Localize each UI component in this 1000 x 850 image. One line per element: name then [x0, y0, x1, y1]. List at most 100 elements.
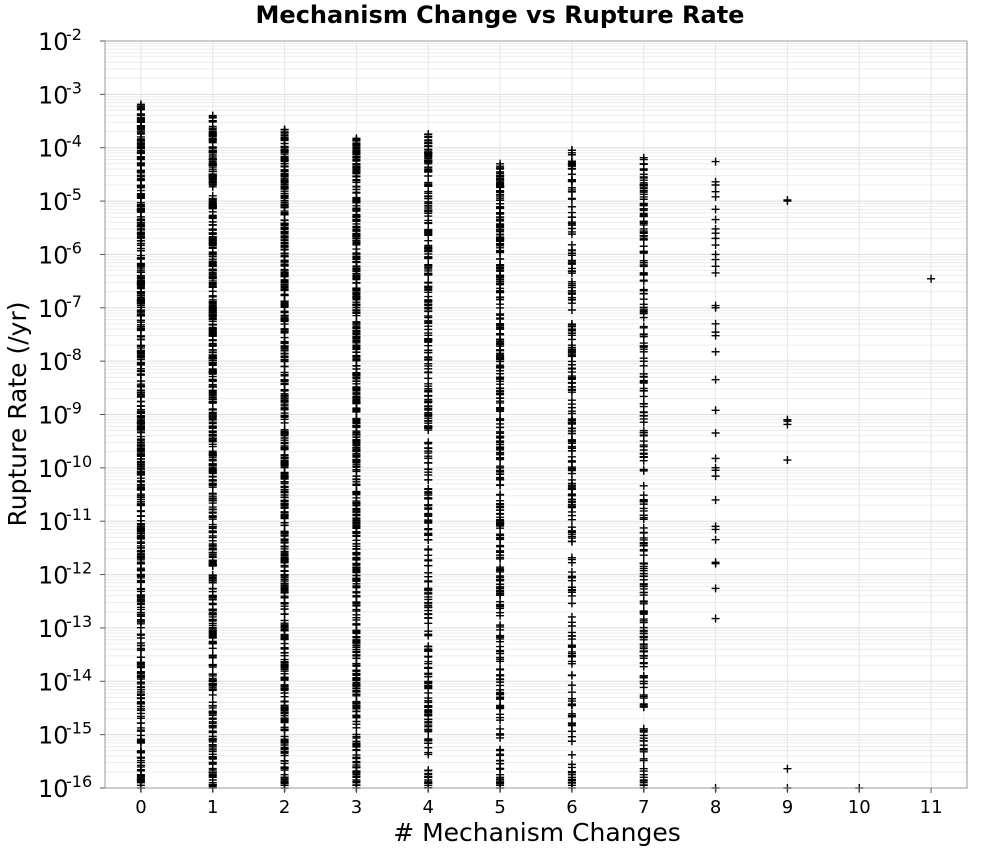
data-point: [711, 525, 720, 534]
data-point: [280, 443, 289, 452]
data-point: [424, 475, 433, 484]
data-point: [496, 279, 505, 288]
data-point: [208, 479, 217, 488]
data-point: [352, 507, 361, 516]
data-point: [424, 368, 433, 377]
data-point: [352, 550, 361, 559]
data-point: [639, 597, 648, 606]
data-point: [639, 497, 648, 506]
data-point: [639, 386, 648, 395]
data-point: [352, 682, 361, 691]
data-point: [208, 368, 217, 377]
x-tick-label: 8: [710, 797, 721, 818]
data-point: [927, 274, 936, 283]
data-point: [280, 261, 289, 270]
chart-title: Mechanism Change vs Rupture Rate: [256, 1, 745, 29]
data-point: [567, 176, 576, 185]
data-point: [208, 390, 217, 399]
data-point: [208, 690, 217, 699]
data-point: [496, 432, 505, 441]
data-point: [424, 715, 433, 724]
y-tick-exponent: -13: [66, 612, 92, 631]
data-point: [352, 754, 361, 763]
data-point: [208, 382, 217, 391]
data-point: [208, 465, 217, 474]
data-point: [136, 458, 145, 467]
data-point: [136, 702, 145, 711]
data-point: [783, 197, 792, 206]
data-point: [567, 148, 576, 157]
data-point: [496, 519, 505, 528]
data-point: [639, 551, 648, 560]
data-point: [424, 642, 433, 651]
data-point: [639, 481, 648, 490]
data-point: [352, 361, 361, 370]
data-point: [208, 571, 217, 580]
data-point: [280, 196, 289, 205]
data-point: [352, 528, 361, 537]
data-point: [208, 295, 217, 304]
data-point: [280, 689, 289, 698]
data-point: [352, 462, 361, 471]
data-point: [424, 524, 433, 533]
data-point: [136, 618, 145, 627]
data-point: [567, 403, 576, 412]
data-point: [208, 418, 217, 427]
data-point: [567, 290, 576, 299]
data-point: [711, 472, 720, 481]
data-point: [567, 208, 576, 217]
data-point: [208, 113, 217, 122]
data-point: [424, 505, 433, 514]
y-tick-label: 10: [38, 402, 69, 430]
data-point: [352, 542, 361, 551]
data-point: [496, 345, 505, 354]
data-point: [424, 603, 433, 612]
data-point: [496, 314, 505, 323]
data-point: [424, 588, 433, 597]
data-point: [424, 204, 433, 213]
data-point: [496, 733, 505, 742]
data-point: [496, 164, 505, 173]
data-point: [567, 185, 576, 194]
x-tick-label: 5: [494, 797, 505, 818]
data-point: [352, 232, 361, 241]
y-tick-label: 10: [38, 668, 69, 696]
data-point: [136, 160, 145, 169]
data-point: [639, 647, 648, 656]
data-point: [280, 169, 289, 178]
data-point: [136, 351, 145, 360]
data-point: [352, 633, 361, 642]
data-point: [567, 632, 576, 641]
data-point: [280, 496, 289, 505]
data-point: [136, 382, 145, 391]
data-point: [280, 268, 289, 277]
data-point: [280, 396, 289, 405]
data-point: [280, 680, 289, 689]
data-point: [711, 495, 720, 504]
data-point: [208, 329, 217, 338]
data-point: [208, 255, 217, 264]
data-point: [352, 583, 361, 592]
data-point: [496, 474, 505, 483]
data-point: [567, 157, 576, 166]
data-point: [136, 566, 145, 575]
data-point: [136, 593, 145, 602]
data-point: [639, 692, 648, 701]
data-point: [424, 163, 433, 172]
x-tick-label: 7: [638, 797, 649, 818]
y-tick-exponent: -10: [66, 452, 92, 471]
data-point: [639, 506, 648, 515]
data-point: [136, 153, 145, 162]
data-point: [424, 386, 433, 395]
data-point: [424, 465, 433, 474]
data-point: [496, 746, 505, 755]
data-point: [352, 342, 361, 351]
data-point: [711, 241, 720, 250]
data-point: [208, 272, 217, 281]
data-point: [280, 453, 289, 462]
data-point: [567, 322, 576, 331]
data-point: [424, 307, 433, 316]
data-point: [567, 497, 576, 506]
data-point: [639, 535, 648, 544]
data-point: [280, 413, 289, 422]
